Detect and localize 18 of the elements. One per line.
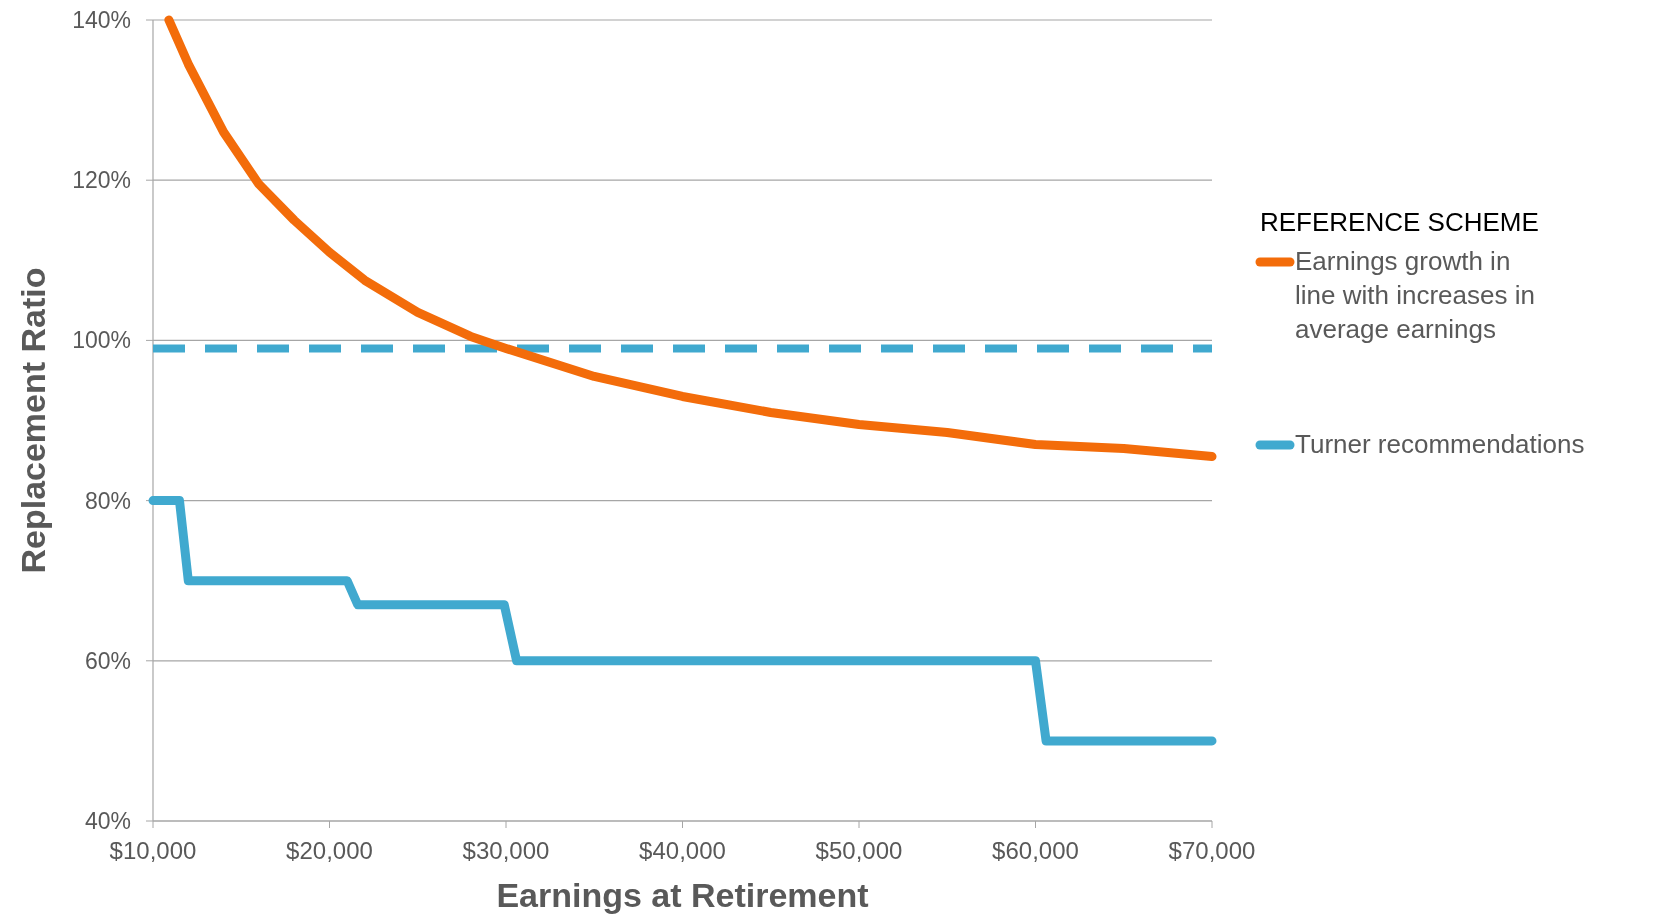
y-tick-label: 100% [72, 327, 131, 354]
legend-label: Turner recommendations [1295, 429, 1585, 459]
legend-label: Earnings growth in line with increases in average earnings [1295, 246, 1535, 344]
y-tick-label: 80% [84, 487, 131, 514]
y-tick-label: 60% [84, 647, 131, 674]
y-tick-label: 140% [72, 7, 131, 33]
y-tick-label: 120% [72, 167, 131, 194]
legend-title: REFERENCE SCHEME [1260, 207, 1539, 237]
x-tick-label: $40,000 [639, 837, 726, 864]
x-tick-label: $60,000 [992, 837, 1079, 864]
x-tick-label: $50,000 [815, 837, 903, 864]
x-tick-label: $30,000 [462, 837, 550, 864]
y-axis-title: Replacement Ratio [14, 267, 52, 574]
x-tick-label: $20,000 [286, 837, 373, 864]
x-tick-label: $70,000 [1168, 837, 1256, 864]
x-tick-label: $10,000 [109, 837, 197, 864]
y-tick-label: 40% [84, 808, 131, 834]
x-axis-title: Earnings at Retirement [496, 876, 869, 914]
